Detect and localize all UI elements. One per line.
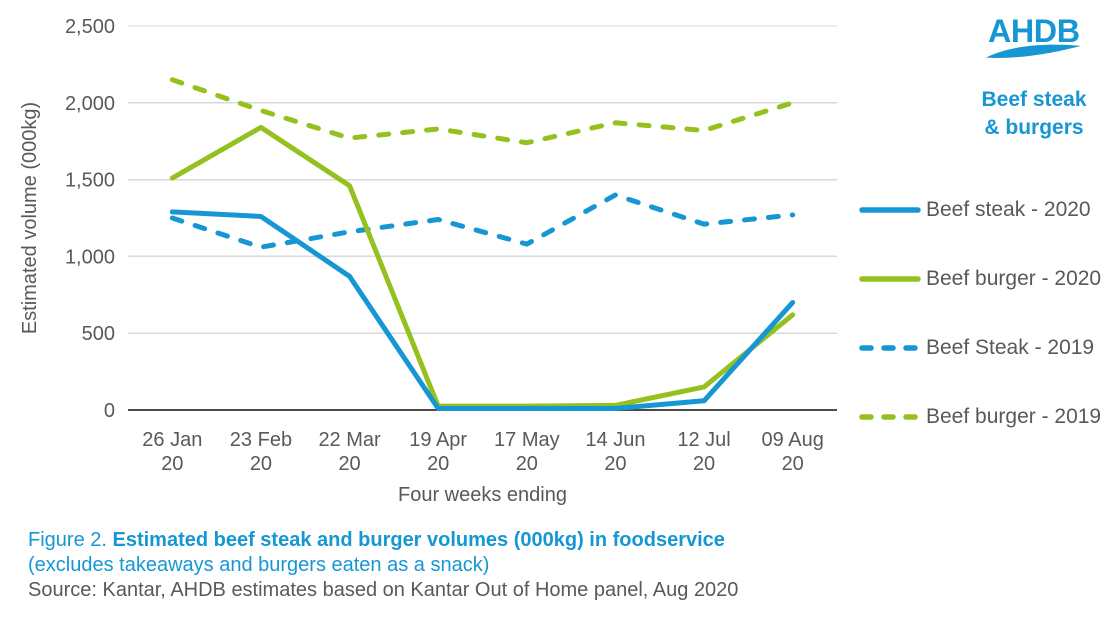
legend-label: Beef steak - 2020 (926, 198, 1091, 221)
figure-title: Estimated beef steak and burger volumes … (112, 529, 725, 551)
figure-caption: Figure 2. Estimated beef steak and burge… (28, 528, 738, 604)
x-tick-label: 19 Apr 20 (409, 429, 467, 475)
legend-item-beef-burger-2020: Beef burger - 2020 (858, 267, 1101, 291)
chart-legend: Beef steak - 2020 Beef burger - 2020 Beef … (858, 198, 1101, 474)
legend-swatch-icon (859, 345, 921, 351)
legend-swatch-icon (859, 207, 921, 213)
x-tick-label: 23 Feb 20 (230, 429, 292, 475)
y-tick-label: 500 (82, 323, 115, 345)
figure-number: Figure 2. (28, 529, 113, 551)
x-tick-label: 14 Jun 20 (585, 429, 645, 475)
series-line-beef-steak-2020 (169, 209, 796, 411)
report-title-line1: Beef steak (981, 88, 1087, 111)
y-tick-label: 0 (104, 400, 115, 422)
figure-title-line: Figure 2. Estimated beef steak and burge… (28, 528, 738, 553)
legend-item-beef-steak-2019: Beef Steak - 2019 (858, 336, 1101, 360)
y-tick-label: 1,000 (65, 246, 115, 268)
series-line-beef-steak-2019 (169, 192, 796, 250)
legend-label: Beef burger - 2020 (926, 267, 1102, 290)
legend-item-beef-steak-2020: Beef steak - 2020 (858, 198, 1101, 222)
y-tick-label: 2,000 (65, 93, 115, 115)
ahdb-logo: AHDB (985, 13, 1082, 58)
x-tick-label: 22 Mar 20 (318, 429, 381, 475)
legend-label: Beef burger - 2019 (926, 405, 1102, 428)
legend-swatch-icon (859, 414, 921, 420)
x-tick-label: 09 Aug 20 (762, 429, 824, 475)
y-tick-label: 2,500 (65, 16, 115, 38)
figure-source: Source: Kantar, AHDB estimates based on … (28, 579, 739, 602)
ahdb-logo-wave-icon (985, 44, 1082, 58)
x-tick-label: 26 Jan 20 (142, 429, 202, 475)
ahdb-logo-text: AHDB (988, 13, 1080, 49)
report-title-line2: & burgers (984, 116, 1084, 140)
line-chart: 0 500 1,000 1,500 2,000 2,500 26 Jan 20 23 Feb 20… (19, 16, 837, 506)
y-tick-label: 1,500 (65, 170, 115, 192)
series-line-beef-burger-2019 (169, 77, 796, 146)
legend-item-beef-burger-2019: Beef burger - 2019 (858, 405, 1101, 429)
x-axis-title: Four weeks ending (398, 484, 567, 506)
series-line-beef-burger-2020 (169, 124, 796, 409)
legend-label: Beef Steak - 2019 (926, 336, 1095, 359)
figure-subtitle: (excludes takeaways and burgers eaten as… (28, 554, 490, 577)
report-title: Beef steak & burgers (981, 86, 1086, 143)
x-tick-label: 12 Jul 20 (677, 429, 730, 475)
y-axis-title: Estimated volume (000kg) (19, 102, 41, 334)
legend-swatch-icon (859, 276, 921, 282)
ahdb-brand-block: AHDB Beef steak & burgers (975, 12, 1093, 143)
x-tick-label: 17 May 20 (494, 429, 560, 475)
